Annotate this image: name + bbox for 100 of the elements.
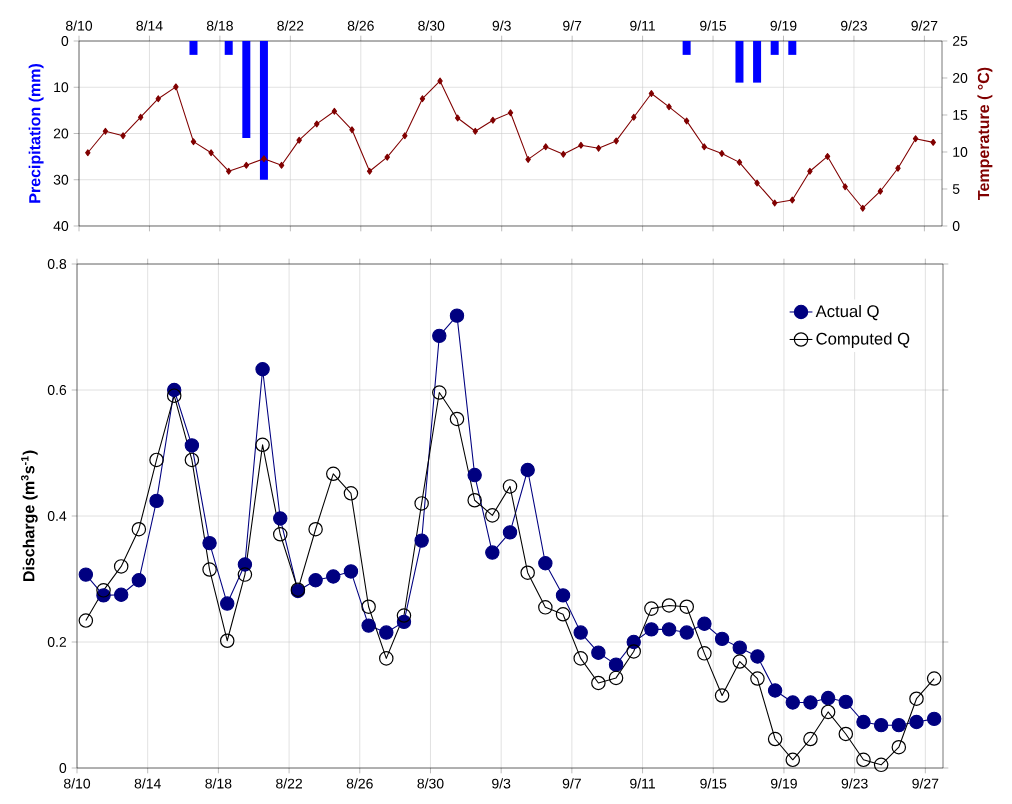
point [697,646,712,661]
point [785,752,801,768]
x-tick-label: 8/26 [347,20,374,31]
point [255,437,270,453]
point [326,466,341,482]
point [909,714,924,730]
point [644,622,659,637]
point [591,645,606,660]
point [820,690,836,706]
point [85,149,91,157]
point [414,533,429,548]
point [555,607,571,622]
point [679,625,694,640]
x-tick-label: 8/10 [65,20,93,31]
point [701,143,707,151]
x-tick-label: 8/18 [206,20,233,31]
point [754,179,760,187]
point [750,671,765,686]
point [873,757,889,773]
y2-tick-label: 10 [953,147,968,157]
point [243,161,250,169]
x-tick-label: 8/22 [276,778,302,789]
point [838,694,854,710]
point [891,717,907,733]
point [131,521,147,537]
y-tick-label: 0.8 [47,259,67,269]
point [895,164,901,172]
point [120,132,126,140]
point [414,496,429,511]
y2-tick-label: 25 [952,36,968,46]
y2-axis-title: Temperature ( °C) [977,67,993,200]
point [361,618,376,633]
y2-tick-label: 15 [953,110,968,120]
point [538,556,553,571]
point [349,126,355,134]
point [261,155,267,163]
point [648,90,655,98]
y-tick-label: 10 [54,82,69,93]
point [573,651,588,666]
point [437,77,443,85]
point [472,127,479,135]
x-tick-label: 9/15 [700,20,727,31]
point [220,596,235,611]
point [525,155,531,163]
point [719,150,725,157]
point [683,117,690,125]
point [326,569,341,584]
point [131,573,147,588]
point [308,573,323,588]
point [96,583,111,598]
point [379,625,394,640]
point [820,704,836,720]
x-tick-label: 9/19 [770,778,797,789]
point [842,183,848,191]
point [454,114,461,122]
point [113,587,129,602]
y2-tick-label: 20 [952,73,968,83]
point [432,328,447,344]
point [697,616,712,631]
point [237,557,253,572]
point [666,103,672,111]
point [578,141,584,149]
point [314,120,320,128]
point [490,116,496,124]
point [78,613,94,628]
point [626,634,641,650]
point [272,527,288,542]
y-tick-label: 0.2 [47,637,67,647]
x-tick-label: 9/23 [841,778,868,789]
point [909,691,924,706]
point [502,479,518,494]
y-axis-title: Precipitation (mm) [28,64,44,203]
point [767,683,783,698]
point [714,688,730,703]
point [803,731,818,747]
x-tick-label: 8/10 [63,778,91,789]
point [149,452,164,468]
point [361,599,376,614]
x-tick-label: 9/11 [630,778,655,789]
point [595,144,602,152]
point [608,670,624,686]
point [873,717,889,733]
point [608,657,624,672]
point [137,113,144,121]
x-tick-label: 9/11 [630,20,656,31]
x-tick-label: 9/3 [492,778,511,789]
point [113,559,129,574]
point [644,601,659,616]
y-tick-label: 0 [59,763,67,773]
point [173,83,179,91]
point [449,308,465,323]
point [750,649,765,664]
point [149,493,164,509]
x-tick-label: 8/26 [346,778,373,789]
y2-tick-label: 5 [952,184,960,194]
x-tick-label: 8/30 [418,20,445,31]
point [732,654,748,669]
legend-label: Actual Q [815,304,879,321]
point [714,631,730,647]
point [930,138,936,146]
